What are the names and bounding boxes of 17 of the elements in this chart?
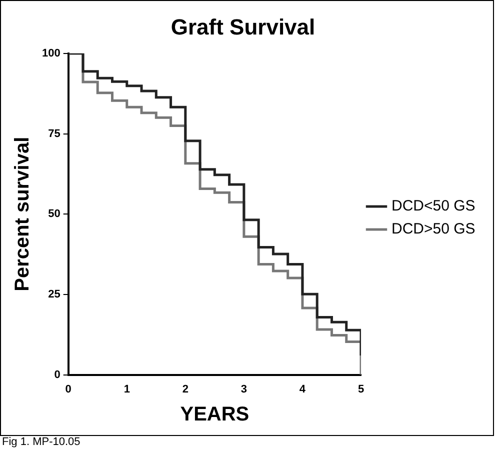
x-tick-label: 0 — [65, 383, 72, 396]
y-tick-label: 25 — [48, 288, 60, 300]
caption: Fig 1. MP-10.05 — [2, 436, 80, 448]
y-tick-label: 0 — [54, 368, 60, 381]
chart-title: Graft Survival — [170, 14, 316, 40]
x-tick-label: 2 — [182, 383, 188, 396]
legend-label: DCD<50 GS — [392, 198, 476, 215]
x-tick-label: 1 — [124, 383, 130, 396]
x-tick-label: 3 — [240, 383, 248, 396]
legend-label: DCD>50 GS — [392, 220, 476, 238]
x-tick-label: 4 — [299, 383, 306, 396]
y-axis-title: Percent survival — [12, 136, 34, 292]
y-tick-label: 75 — [48, 128, 60, 140]
y-tick-label: 100 — [42, 47, 60, 60]
y-tick-label: 50 — [48, 208, 60, 220]
x-axis-title: YEARS — [180, 404, 250, 426]
x-tick-label: 5 — [358, 383, 364, 396]
